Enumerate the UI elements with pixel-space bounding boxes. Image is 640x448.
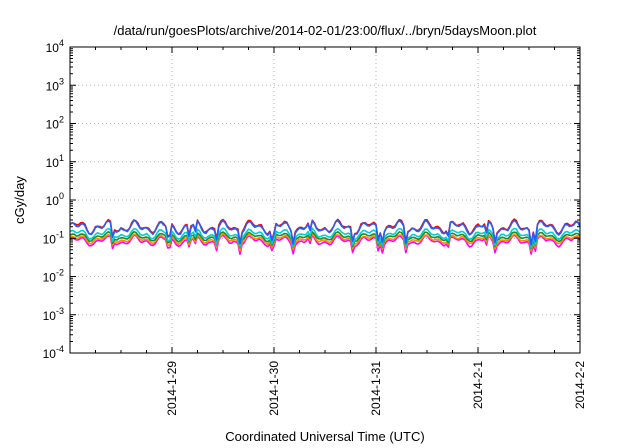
y-tick-label: 104 — [46, 38, 64, 55]
x-tick-label: 2014-2-1 — [471, 361, 485, 409]
series-line-3 — [69, 231, 581, 250]
y-tick-label: 101 — [46, 153, 64, 170]
series-layer — [69, 218, 581, 255]
series-line-6 — [69, 219, 581, 246]
series-line-4 — [69, 227, 581, 249]
series-line-1 — [69, 234, 581, 255]
chart-title: /data/run/goesPlots/archive/2014-02-01/2… — [114, 23, 537, 38]
y-tick-label: 10-1 — [43, 229, 64, 246]
y-tick-label: 10-2 — [43, 268, 64, 285]
y-tick-label: 100 — [46, 191, 64, 208]
grid-layer — [70, 47, 580, 353]
y-axis-label: cGy/day — [12, 176, 27, 224]
y-tick-label: 10-4 — [43, 344, 64, 361]
x-tick-label: 2014-1-30 — [267, 361, 281, 416]
y-tick-label: 102 — [46, 115, 64, 132]
x-axis-label: Coordinated Universal Time (UTC) — [225, 429, 424, 444]
y-tick-label: 103 — [46, 76, 64, 93]
y-tick-label: 10-3 — [43, 306, 64, 323]
ticks-layer: 10-4 10-3 10-2 10-1 100 101 102 103 104 2014-1-29… — [43, 38, 587, 416]
x-tick-label: 2014-2-2 — [573, 361, 587, 409]
x-tick-label: 2014-1-31 — [369, 361, 383, 416]
x-tick-label: 2014-1-29 — [165, 361, 179, 416]
series-line-2 — [69, 233, 581, 252]
